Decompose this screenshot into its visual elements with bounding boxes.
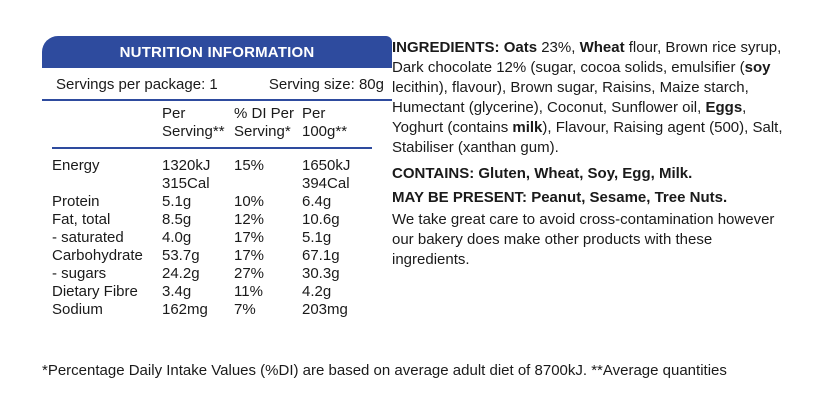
nutrient-name: Dietary Fibre <box>52 283 138 300</box>
table-row: Dietary Fibre 3.4g 11% 4.2g <box>52 283 372 301</box>
nutrient-name: Sodium <box>52 301 103 318</box>
di-value: 12% <box>234 211 265 228</box>
per-serving-value: 162mg <box>162 301 208 318</box>
ingredients-text: INGREDIENTS: Oats 23%, Wheat flour, Brow… <box>392 38 792 158</box>
header-di: % DI Per Serving* <box>234 105 295 140</box>
per-100g-value: 30.3g <box>302 265 340 282</box>
per-100g-value: 394Cal <box>302 175 350 192</box>
per-100g-value: 6.4g <box>302 193 332 210</box>
table-row: 315Cal 394Cal <box>52 175 372 193</box>
nutrient-name: Fat, total <box>52 211 111 228</box>
di-value: 7% <box>234 301 256 318</box>
table-row: - sugars 24.2g 27% 30.3g <box>52 265 372 283</box>
serving-info: Servings per package: 1 Serving size: 80… <box>42 68 392 101</box>
care-statement: We take great care to avoid cross-contam… <box>392 211 775 268</box>
header-per-100g: Per 100g** <box>302 105 348 140</box>
table-header-row: Per Serving** % DI Per Serving* Per 100g… <box>52 101 372 148</box>
ingredient-text: ), Flavour, Raising agent (500), Salt, S… <box>392 119 783 156</box>
table-divider <box>52 147 372 157</box>
per-serving-value: 5.1g <box>162 193 192 210</box>
di-value <box>234 175 302 193</box>
di-value: 27% <box>234 265 265 282</box>
nutrient-name: - sugars <box>52 265 107 282</box>
ingredients-label: INGREDIENTS: <box>392 39 500 56</box>
nutrient-name: Carbohydrate <box>52 247 143 264</box>
header-per-serving: Per Serving** <box>162 105 225 140</box>
table-row: Protein 5.1g 10% 6.4g <box>52 193 372 211</box>
per-100g-value: 1650kJ <box>302 157 351 174</box>
per-serving-value: 8.5g <box>162 211 192 228</box>
ingredients-list: Oats 23%, Wheat flour, Brown rice syrup,… <box>392 39 783 156</box>
ingredient-text: lecithin), flavour), Brown sugar, Raisin… <box>392 79 749 116</box>
nutrient-name: Energy <box>52 157 100 174</box>
per-serving-value: 315Cal <box>162 175 210 192</box>
may-be-present-statement: MAY BE PRESENT: Peanut, Sesame, Tree Nut… <box>392 189 728 206</box>
ingredient-text: 23%, <box>537 39 580 56</box>
di-value: 10% <box>234 193 265 210</box>
allergen-text: Oats <box>503 39 538 56</box>
nutrient-name <box>52 175 162 193</box>
footnote: *Percentage Daily Intake Values (%DI) ar… <box>42 362 727 379</box>
di-value: 17% <box>234 247 265 264</box>
per-serving-value: 24.2g <box>162 265 200 282</box>
table-row: Fat, total 8.5g 12% 10.6g <box>52 211 372 229</box>
di-value: 11% <box>234 283 263 300</box>
per-100g-value: 203mg <box>302 301 348 318</box>
ingredient-text: , Yoghurt (contains <box>392 99 747 136</box>
ingredient-text: flour, Brown rice syrup, Dark chocolate … <box>392 39 782 76</box>
table-row: Carbohydrate 53.7g 17% 67.1g <box>52 247 372 265</box>
header-nutrient <box>52 101 162 148</box>
contains-statement: CONTAINS: Gluten, Wheat, Soy, Egg, Milk. <box>392 165 693 182</box>
per-100g-value: 4.2g <box>302 283 332 300</box>
per-100g-value: 5.1g <box>302 229 332 246</box>
per-100g-value: 67.1g <box>302 247 340 264</box>
table-row: Sodium 162mg 7% 203mg <box>52 301 372 319</box>
per-serving-value: 53.7g <box>162 247 200 264</box>
di-value: 15% <box>234 157 265 174</box>
table-row: - saturated 4.0g 17% 5.1g <box>52 229 372 247</box>
allergen-text: Eggs <box>705 99 743 116</box>
nutrition-banner: NUTRITION INFORMATION <box>42 36 392 68</box>
di-value: 17% <box>234 229 265 246</box>
per-serving-value: 4.0g <box>162 229 192 246</box>
nutrient-name: - saturated <box>52 229 124 246</box>
table-row: Energy 1320kJ 15% 1650kJ <box>52 157 372 175</box>
nutrition-panel: NUTRITION INFORMATION Servings per packa… <box>42 36 392 319</box>
allergen-text: milk <box>512 119 543 136</box>
per-serving-value: 3.4g <box>162 283 192 300</box>
nutrient-name: Protein <box>52 193 100 210</box>
servings-per-package: Servings per package: 1 <box>56 76 218 93</box>
per-100g-value: 10.6g <box>302 211 340 228</box>
serving-size: Serving size: 80g <box>268 76 384 93</box>
nutrition-table: Per Serving** % DI Per Serving* Per 100g… <box>52 101 372 319</box>
allergen-text: Wheat <box>579 39 625 56</box>
per-serving-value: 1320kJ <box>162 157 211 174</box>
ingredients-panel: INGREDIENTS: Oats 23%, Wheat flour, Brow… <box>392 38 792 270</box>
allergen-text: soy <box>744 59 771 76</box>
nutrition-title: NUTRITION INFORMATION <box>119 44 315 61</box>
